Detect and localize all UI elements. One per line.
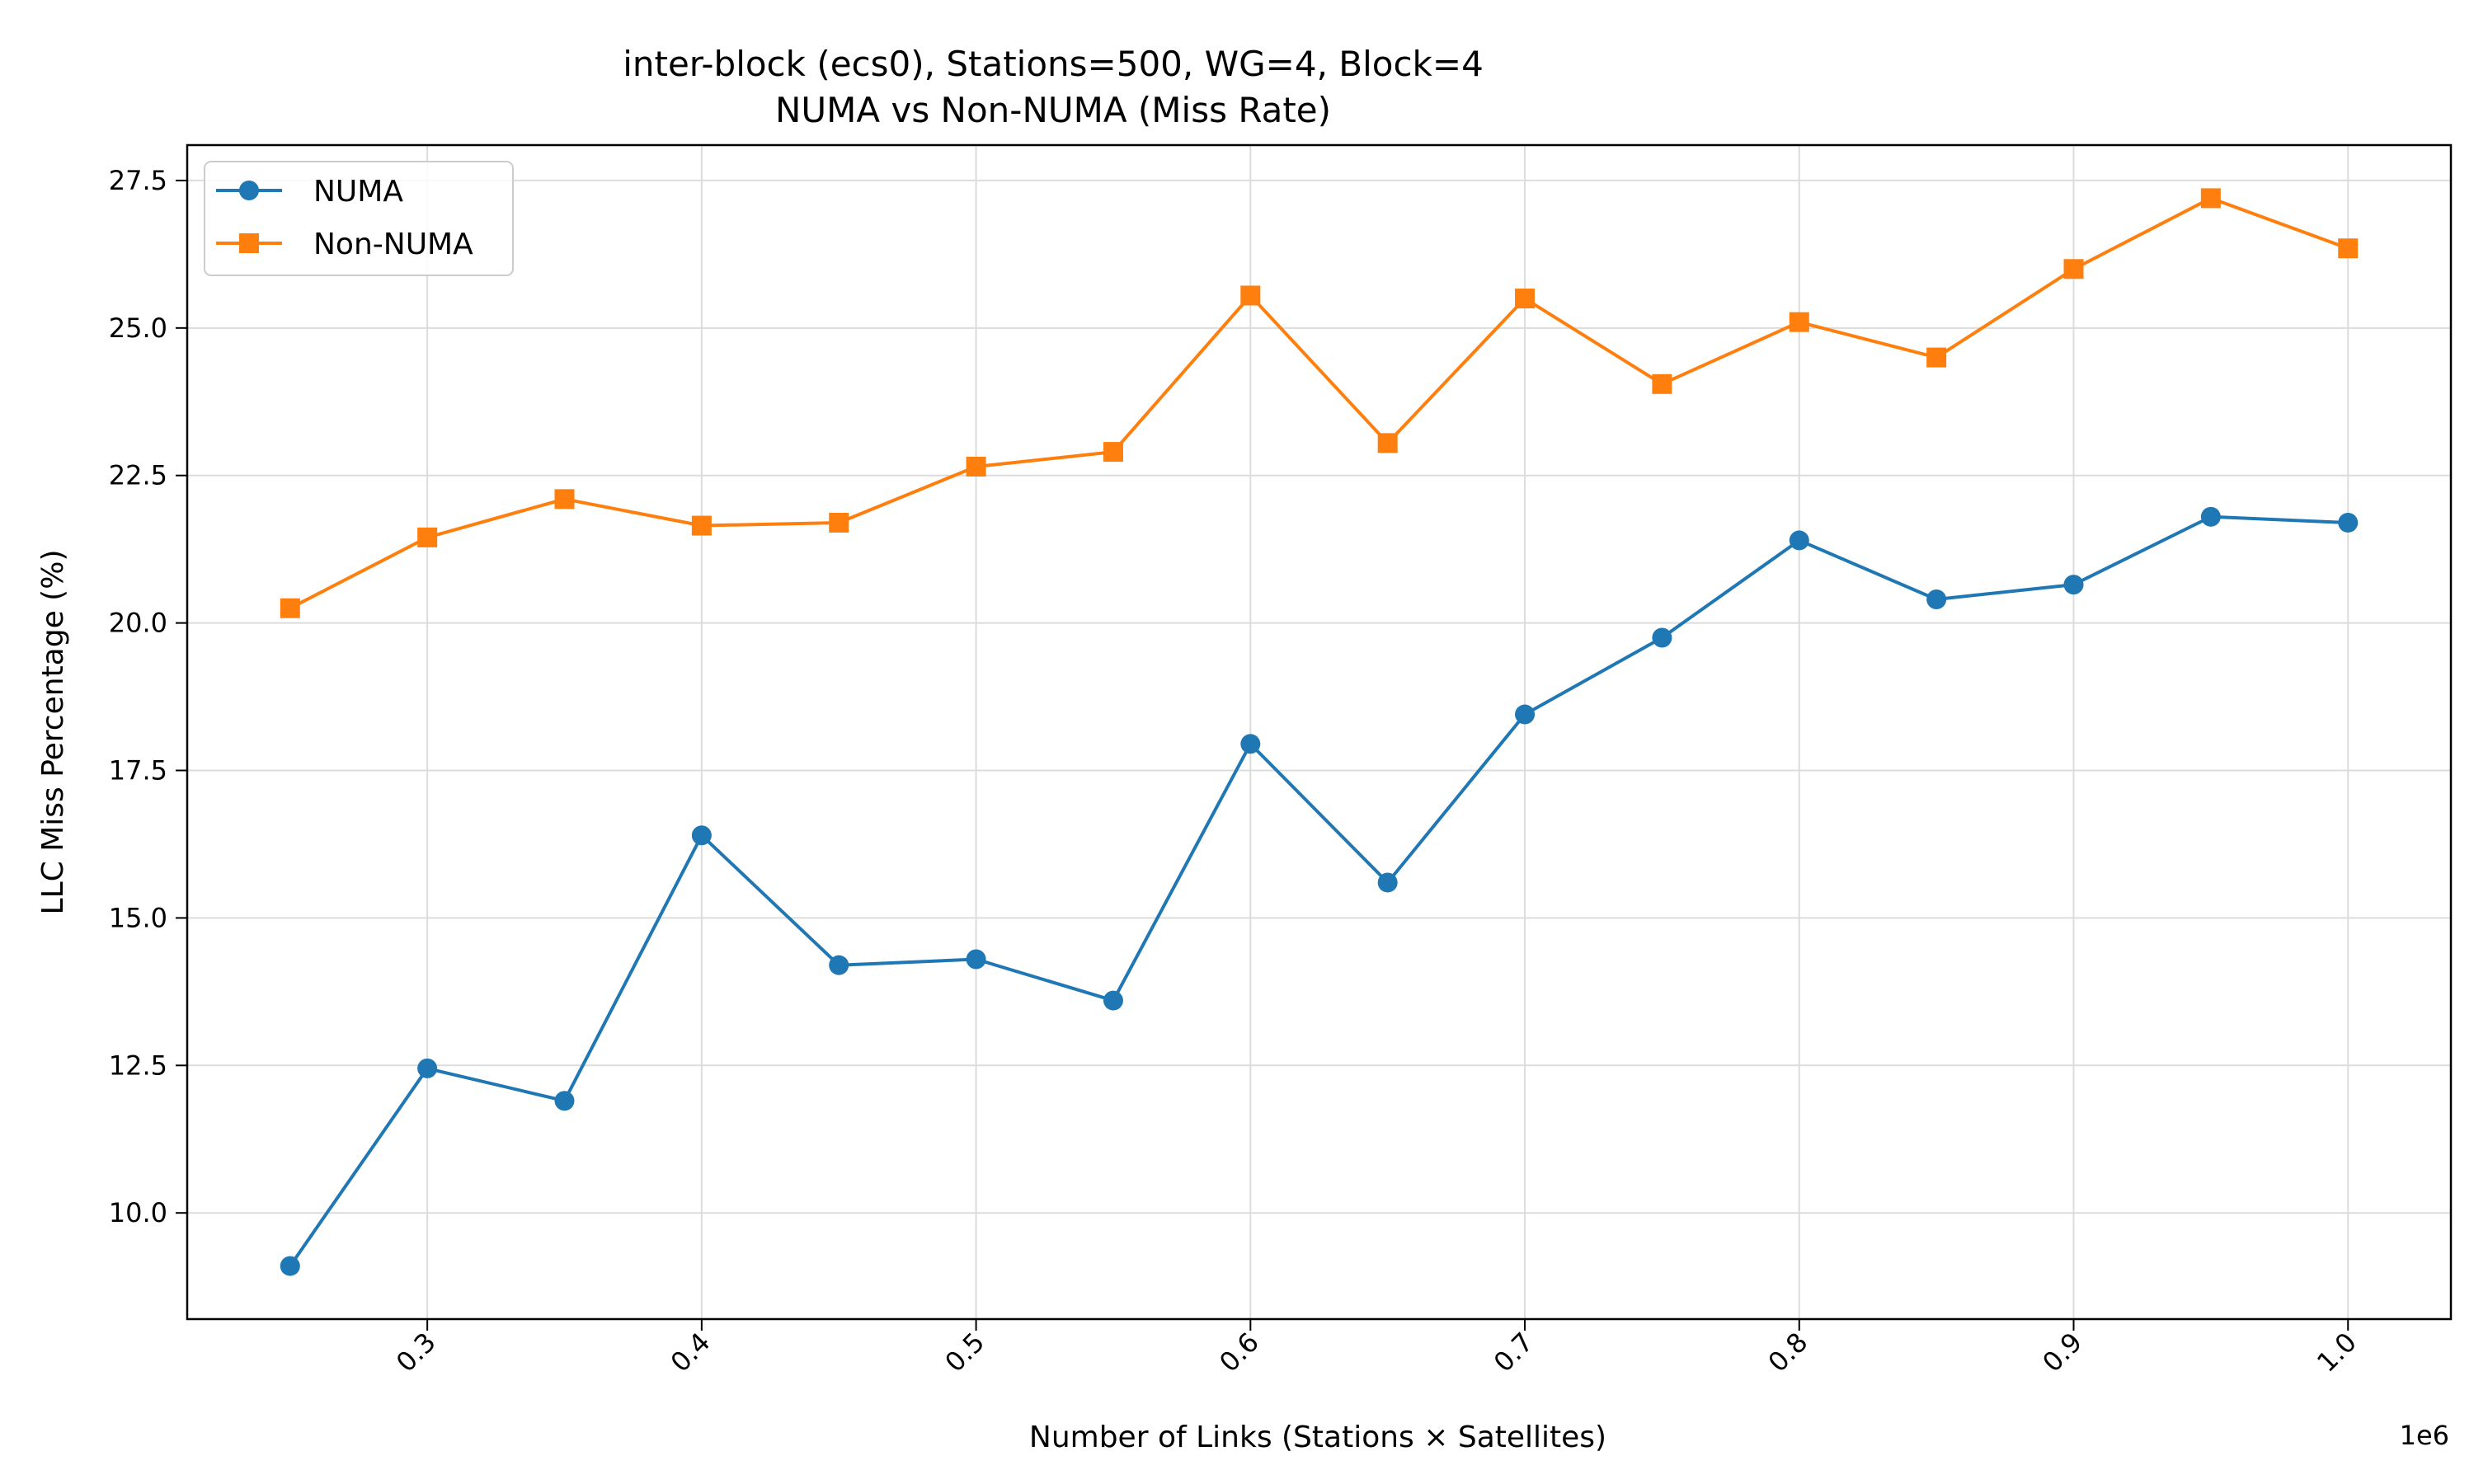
- y-tick-label: 22.5: [109, 460, 167, 491]
- non-numa-point: [1515, 289, 1536, 309]
- y-tick-label: 27.5: [109, 165, 167, 196]
- chart-title: inter-block (ecs0), Stations=500, WG=4, …: [623, 44, 1484, 84]
- non-numa-point: [966, 456, 986, 477]
- y-axis-label: LLC Miss Percentage (%): [36, 550, 70, 915]
- numa-line: [289, 514, 2349, 1267]
- x-tick-label: 0.7: [1488, 1327, 1540, 1378]
- non-numa-point: [1240, 285, 1261, 306]
- legend: NUMA Non-NUMA: [204, 161, 514, 276]
- y-tick-label: 10.0: [109, 1197, 167, 1228]
- legend-non-numa-label: Non-NUMA: [313, 228, 473, 261]
- non-numa-point: [2338, 238, 2359, 259]
- non-numa-point: [280, 598, 300, 618]
- y-tick-label: 17.5: [109, 755, 167, 787]
- numa-point: [1926, 589, 1947, 609]
- non-numa-point: [1789, 312, 1809, 332]
- series-group: [280, 188, 2359, 1276]
- non-numa-point: [1377, 433, 1398, 453]
- legend-numa-label: NUMA: [313, 175, 403, 209]
- non-numa-point: [1652, 373, 1672, 394]
- x-tick-label: 1.0: [2311, 1327, 2363, 1378]
- numa-point: [417, 1058, 438, 1078]
- x-axis-offset-label: 1e6: [2400, 1420, 2449, 1451]
- numa-point: [1377, 872, 1398, 893]
- x-tick-label: 0.5: [938, 1327, 990, 1378]
- y-axis-ticks: 10.0 12.5 15.0 17.5 20.0 22.5 25.0 27.5: [109, 165, 187, 1228]
- non-numa-point: [1103, 442, 1123, 463]
- numa-point: [554, 1091, 575, 1111]
- numa-point: [2063, 575, 2084, 595]
- x-tick-label: 0.3: [390, 1327, 442, 1378]
- x-tick-label: 0.8: [1762, 1327, 1814, 1378]
- y-tick-label: 12.5: [109, 1050, 167, 1081]
- numa-point: [280, 1256, 300, 1276]
- numa-point: [1103, 990, 1123, 1011]
- non-numa-point: [1926, 347, 1947, 368]
- chart-subtitle: NUMA vs Non-NUMA (Miss Rate): [775, 90, 1331, 130]
- x-tick-label: 0.9: [2036, 1327, 2088, 1378]
- x-axis-ticks: 0.3 0.4 0.5 0.6 0.7 0.8 0.9 1.0: [390, 1319, 2363, 1378]
- non-numa-line: [289, 196, 2349, 610]
- non-numa-point: [417, 527, 438, 547]
- grid-lines: [187, 145, 2451, 1319]
- numa-point: [1515, 704, 1536, 725]
- numa-point: [691, 825, 712, 846]
- legend-non-numa-marker: [239, 233, 259, 253]
- numa-point: [2338, 512, 2359, 533]
- non-numa-point: [554, 489, 575, 510]
- y-tick-label: 25.0: [109, 312, 167, 344]
- x-axis-label: Number of Links (Stations × Satellites): [1029, 1421, 1606, 1454]
- y-tick-label: 20.0: [109, 608, 167, 639]
- numa-point: [1789, 530, 1809, 551]
- numa-point: [1652, 627, 1672, 648]
- non-numa-point: [691, 515, 712, 536]
- non-numa-point: [829, 512, 849, 533]
- numa-point: [966, 949, 986, 970]
- numa-point: [829, 955, 849, 975]
- numa-point: [2200, 506, 2221, 527]
- legend-numa-marker: [239, 181, 259, 200]
- x-tick-label: 0.6: [1213, 1327, 1265, 1378]
- numa-point: [1240, 734, 1261, 754]
- y-tick-label: 15.0: [109, 902, 167, 933]
- non-numa-point: [2200, 188, 2221, 209]
- non-numa-point: [2063, 259, 2084, 279]
- plot-frame: [186, 143, 2453, 1321]
- x-tick-label: 0.4: [665, 1327, 717, 1378]
